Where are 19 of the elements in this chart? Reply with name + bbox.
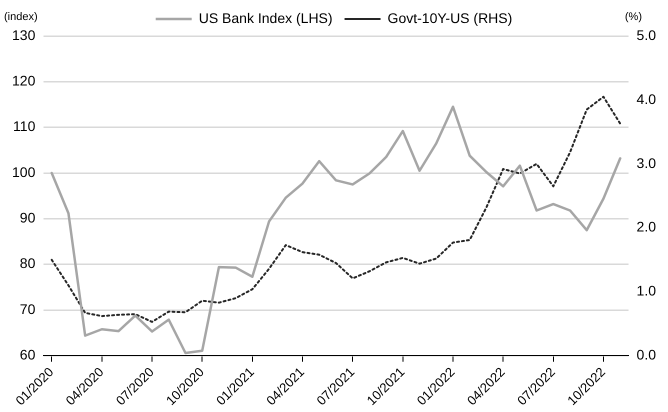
y-tick-label: 100 xyxy=(12,164,36,180)
y-tick-label: 80 xyxy=(20,255,36,272)
y-axis-title: (index) xyxy=(4,11,38,23)
legend-label: Govt-10Y-US (RHS) xyxy=(388,10,512,26)
legend-label: US Bank Index (LHS) xyxy=(198,10,333,26)
y2-tick-label: 3.0 xyxy=(636,154,656,171)
y2-tick-label: 4.0 xyxy=(636,90,656,107)
y-tick-label: 130 xyxy=(12,26,36,43)
y2-axis-title: (%) xyxy=(624,11,642,23)
y2-tick-label: 1.0 xyxy=(636,282,656,299)
y-tick-label: 110 xyxy=(13,118,36,134)
y2-tick-label: 0.0 xyxy=(636,346,656,363)
y-tick-label: 120 xyxy=(12,72,36,89)
line-series xyxy=(50,96,622,323)
y2-tick-label: 5.0 xyxy=(636,26,656,43)
y-tick-label: 60 xyxy=(20,346,36,363)
y-tick-label: 90 xyxy=(20,210,36,226)
y2-tick-label: 2.0 xyxy=(636,218,656,235)
y-tick-label: 70 xyxy=(20,300,36,317)
